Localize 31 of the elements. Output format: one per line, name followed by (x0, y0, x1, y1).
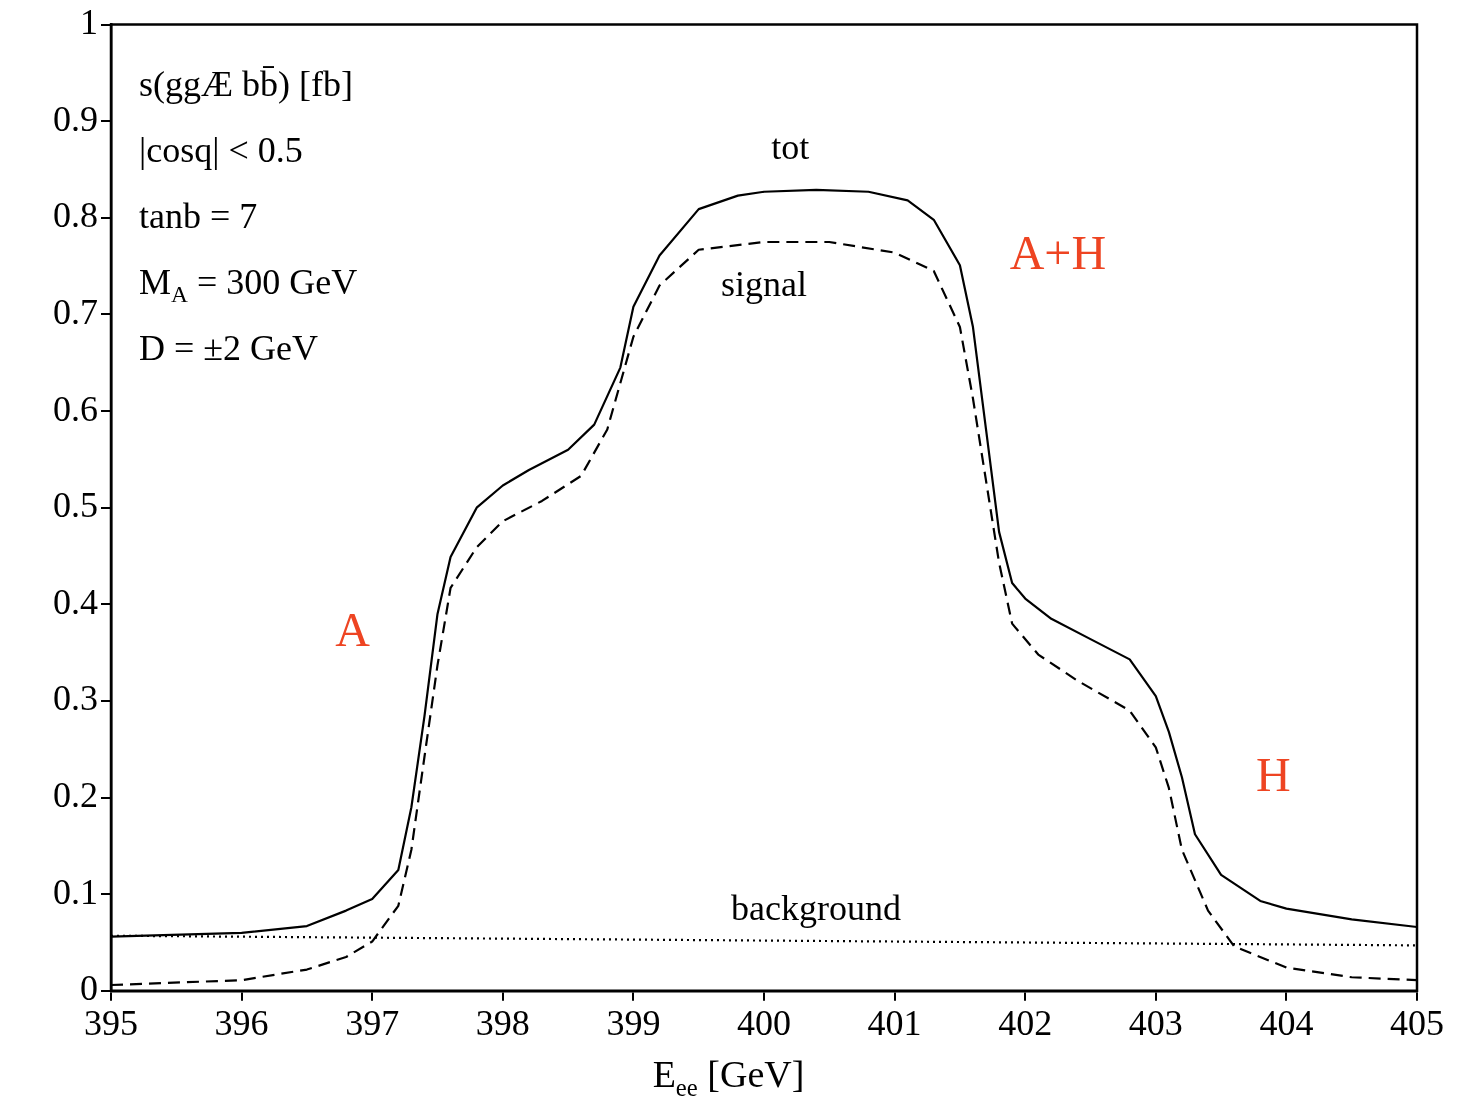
series-label: signal (721, 264, 807, 305)
x-tick-label: 398 (475, 1002, 530, 1043)
y-tick-label: 0.8 (53, 195, 98, 236)
y-tick-label: 0.7 (53, 291, 98, 332)
annotation: tanb = 7 (139, 196, 258, 237)
y-tick-label: 0.6 (53, 388, 98, 429)
y-tick-label: 0.1 (53, 871, 98, 912)
x-tick-label: 396 (214, 1002, 269, 1043)
x-tick-label: 402 (998, 1002, 1053, 1043)
annotation: |cosq| < 0.5 (139, 130, 303, 171)
x-tick-label: 403 (1128, 1002, 1183, 1043)
x-tick-label: 404 (1259, 1002, 1314, 1043)
annotation: D = ±2 GeV (139, 328, 319, 369)
x-tick-label: 401 (867, 1002, 922, 1043)
y-tick-label: 0.4 (53, 581, 98, 622)
y-tick-label: 0.9 (53, 98, 98, 139)
series-label: background (731, 888, 901, 929)
y-tick-label: 1 (80, 2, 98, 43)
annotation: s(ggÆ bb̄) [fb] (139, 64, 353, 105)
series-label: tot (771, 127, 810, 168)
annotation: H (1256, 747, 1291, 801)
annotation: A (335, 602, 371, 656)
x-tick-label: 400 (737, 1002, 791, 1043)
x-tick-label: 397 (345, 1002, 400, 1043)
y-tick-label: 0.3 (53, 678, 98, 719)
y-tick-label: 0.2 (53, 775, 98, 816)
y-tick-label: 0.5 (53, 485, 98, 526)
x-axis-title: E$_{ee}$ [GeV] (651, 1052, 806, 1102)
x-tick-label: 405 (1390, 1002, 1444, 1043)
x-tick-label: 399 (606, 1002, 661, 1043)
annotation: A+H (1009, 226, 1107, 280)
